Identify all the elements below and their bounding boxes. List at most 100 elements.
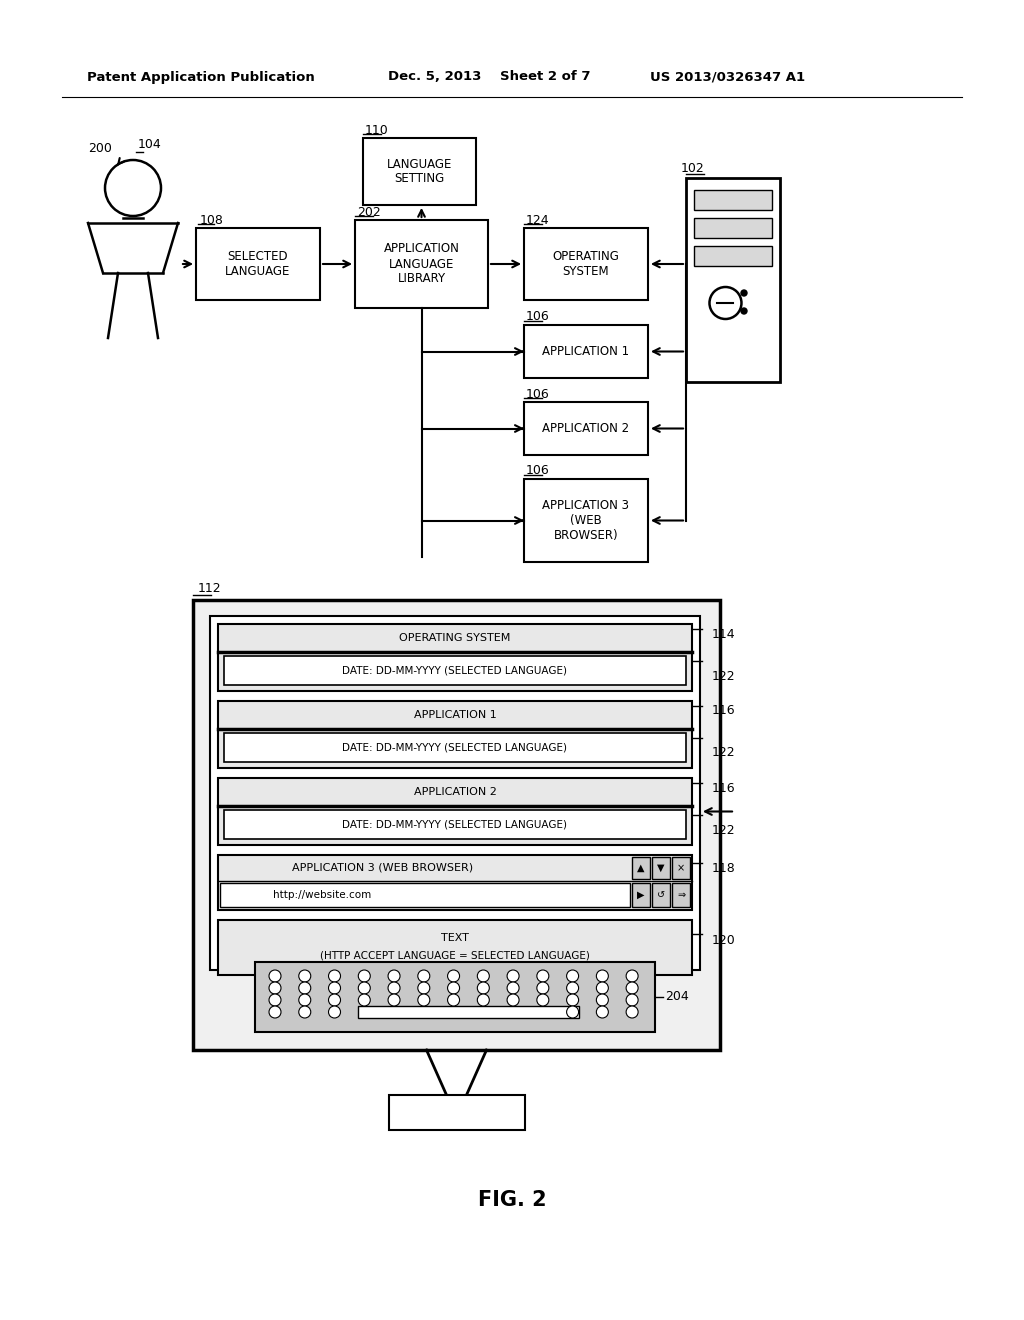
Text: OPERATING
SYSTEM: OPERATING SYSTEM <box>553 249 620 279</box>
Text: APPLICATION 2: APPLICATION 2 <box>414 787 497 797</box>
Text: SELECTED
LANGUAGE: SELECTED LANGUAGE <box>225 249 291 279</box>
Text: LANGUAGE
SETTING: LANGUAGE SETTING <box>387 157 453 186</box>
Text: DATE: DD-MM-YYYY (SELECTED LANGUAGE): DATE: DD-MM-YYYY (SELECTED LANGUAGE) <box>342 742 567 752</box>
Bar <box>672 857 690 879</box>
Circle shape <box>269 994 281 1006</box>
Circle shape <box>418 982 430 994</box>
Circle shape <box>566 994 579 1006</box>
Circle shape <box>269 982 281 994</box>
Bar <box>694 246 772 267</box>
Circle shape <box>329 994 341 1006</box>
Circle shape <box>596 982 608 994</box>
Text: 108: 108 <box>200 214 224 227</box>
Circle shape <box>388 970 400 982</box>
Circle shape <box>566 982 579 994</box>
Circle shape <box>269 1006 281 1018</box>
Circle shape <box>626 994 638 1006</box>
Circle shape <box>447 970 460 982</box>
Bar <box>196 228 319 300</box>
Text: APPLICATION 1: APPLICATION 1 <box>543 345 630 358</box>
Circle shape <box>418 994 430 1006</box>
Bar <box>652 857 670 879</box>
Text: DATE: DD-MM-YYYY (SELECTED LANGUAGE): DATE: DD-MM-YYYY (SELECTED LANGUAGE) <box>342 820 567 829</box>
Bar <box>224 810 686 840</box>
Bar <box>224 733 686 762</box>
Text: US 2013/0326347 A1: US 2013/0326347 A1 <box>650 70 805 83</box>
Text: OPERATING SYSTEM: OPERATING SYSTEM <box>399 634 511 643</box>
Text: ↺: ↺ <box>657 890 665 900</box>
Circle shape <box>269 970 281 982</box>
Circle shape <box>329 1006 341 1018</box>
Text: APPLICATION
LANGUAGE
LIBRARY: APPLICATION LANGUAGE LIBRARY <box>384 243 460 285</box>
Circle shape <box>477 994 489 1006</box>
Circle shape <box>741 290 746 296</box>
Bar <box>218 920 692 975</box>
Bar <box>524 325 648 378</box>
Circle shape <box>507 970 519 982</box>
Text: http://website.com: http://website.com <box>273 890 372 900</box>
Circle shape <box>507 994 519 1006</box>
Text: Dec. 5, 2013: Dec. 5, 2013 <box>388 70 481 83</box>
Text: ▲: ▲ <box>637 863 645 873</box>
Text: ▼: ▼ <box>657 863 665 873</box>
Circle shape <box>626 970 638 982</box>
Circle shape <box>566 1006 579 1018</box>
Text: 202: 202 <box>357 206 381 219</box>
Text: ▶: ▶ <box>637 890 645 900</box>
Bar <box>218 777 692 845</box>
Circle shape <box>477 970 489 982</box>
Circle shape <box>626 982 638 994</box>
Bar <box>218 624 692 690</box>
Text: 114: 114 <box>712 627 735 640</box>
Text: TEXT: TEXT <box>441 933 469 942</box>
Circle shape <box>418 970 430 982</box>
Circle shape <box>596 994 608 1006</box>
Bar <box>694 190 772 210</box>
Bar <box>220 883 630 907</box>
Circle shape <box>566 970 579 982</box>
Bar <box>388 1096 524 1130</box>
Circle shape <box>299 970 310 982</box>
Bar <box>255 962 655 1032</box>
Circle shape <box>537 970 549 982</box>
Text: ⇒: ⇒ <box>677 890 685 900</box>
Bar <box>686 178 780 381</box>
Circle shape <box>299 1006 310 1018</box>
Bar <box>524 403 648 455</box>
Text: APPLICATION 3
(WEB
BROWSER): APPLICATION 3 (WEB BROWSER) <box>543 499 630 543</box>
Bar <box>224 656 686 685</box>
Bar <box>632 883 650 907</box>
Circle shape <box>299 994 310 1006</box>
Text: (HTTP ACCEPT LANGUAGE = SELECTED LANGUAGE): (HTTP ACCEPT LANGUAGE = SELECTED LANGUAG… <box>321 950 590 961</box>
Text: 124: 124 <box>526 214 550 227</box>
Text: 106: 106 <box>526 465 550 478</box>
Text: FIG. 2: FIG. 2 <box>477 1191 547 1210</box>
Text: 116: 116 <box>712 781 735 795</box>
Circle shape <box>388 994 400 1006</box>
Text: 106: 106 <box>526 388 550 400</box>
Bar <box>362 139 476 205</box>
Circle shape <box>299 982 310 994</box>
Circle shape <box>447 982 460 994</box>
Bar <box>210 616 700 970</box>
Text: 200: 200 <box>88 141 112 154</box>
Bar <box>218 701 692 768</box>
Text: APPLICATION 2: APPLICATION 2 <box>543 422 630 436</box>
Bar <box>694 218 772 238</box>
Bar <box>355 220 488 308</box>
Circle shape <box>596 1006 608 1018</box>
Circle shape <box>507 982 519 994</box>
Text: 120: 120 <box>712 933 736 946</box>
Circle shape <box>358 994 371 1006</box>
Bar <box>632 857 650 879</box>
Circle shape <box>537 994 549 1006</box>
Text: Patent Application Publication: Patent Application Publication <box>87 70 314 83</box>
Circle shape <box>537 982 549 994</box>
Text: 102: 102 <box>681 161 705 174</box>
Circle shape <box>596 970 608 982</box>
Bar <box>358 1006 579 1018</box>
Bar <box>218 855 692 909</box>
Text: 110: 110 <box>365 124 389 136</box>
Circle shape <box>329 970 341 982</box>
Text: 112: 112 <box>198 582 221 594</box>
